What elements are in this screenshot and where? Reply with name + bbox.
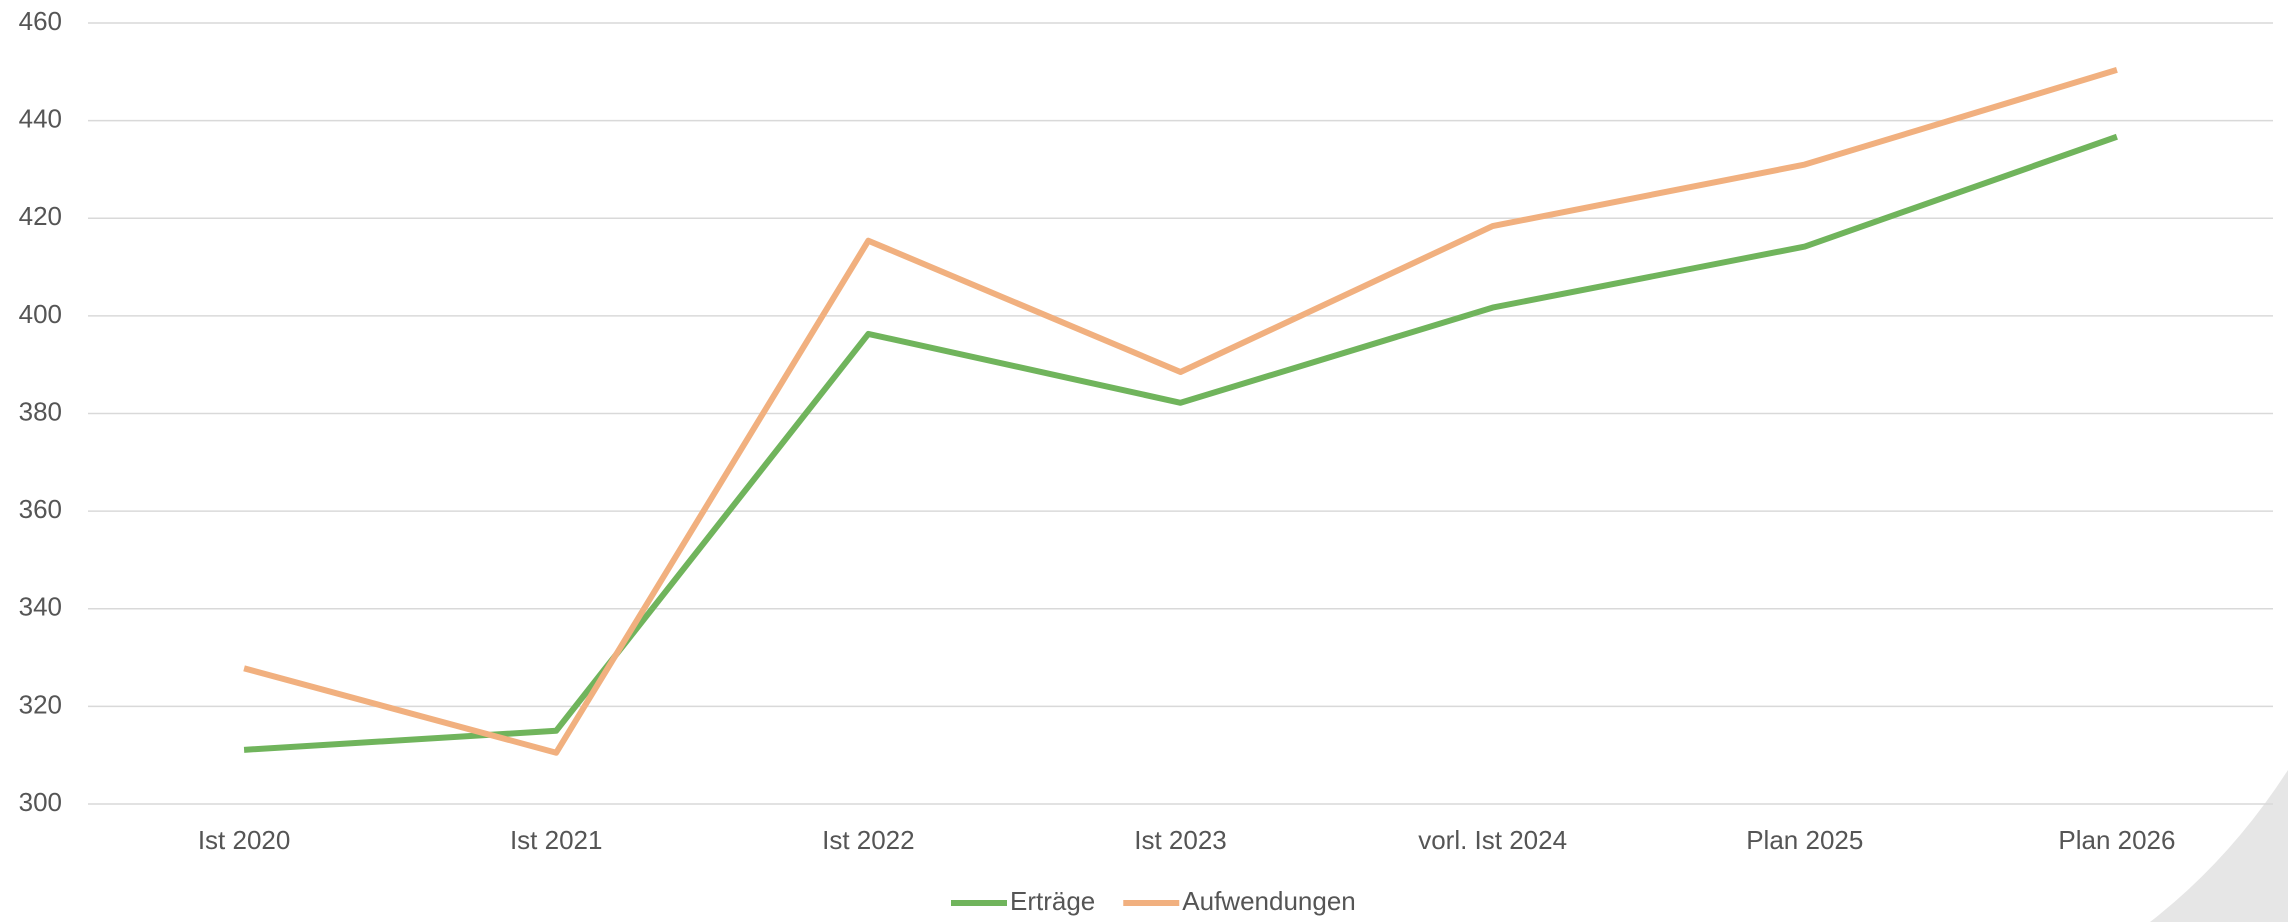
series-line [243,66,2118,756]
x-tick-label: Plan 2026 [2058,825,2175,855]
x-tick-label: Ist 2020 [198,825,291,855]
series-line [243,133,2118,753]
y-tick-label: 340 [19,592,62,622]
x-tick-label: Ist 2023 [1134,825,1227,855]
x-tick-label: Ist 2021 [510,825,603,855]
x-tick-label: Plan 2025 [1746,825,1863,855]
y-tick-label: 320 [19,689,62,719]
logo-fragment [2150,770,2288,922]
y-tick-label: 460 [19,6,62,36]
y-tick-label: 300 [19,787,62,817]
x-tick-label: vorl. Ist 2024 [1418,825,1567,855]
legend-label: Erträge [1010,886,1095,916]
y-tick-label: 400 [19,299,62,329]
legend-label: Aufwendungen [1182,886,1355,916]
x-tick-label: Ist 2022 [822,825,915,855]
y-tick-label: 360 [19,494,62,524]
y-tick-label: 420 [19,201,62,231]
y-tick-label: 380 [19,396,62,426]
y-tick-label: 440 [19,104,62,134]
